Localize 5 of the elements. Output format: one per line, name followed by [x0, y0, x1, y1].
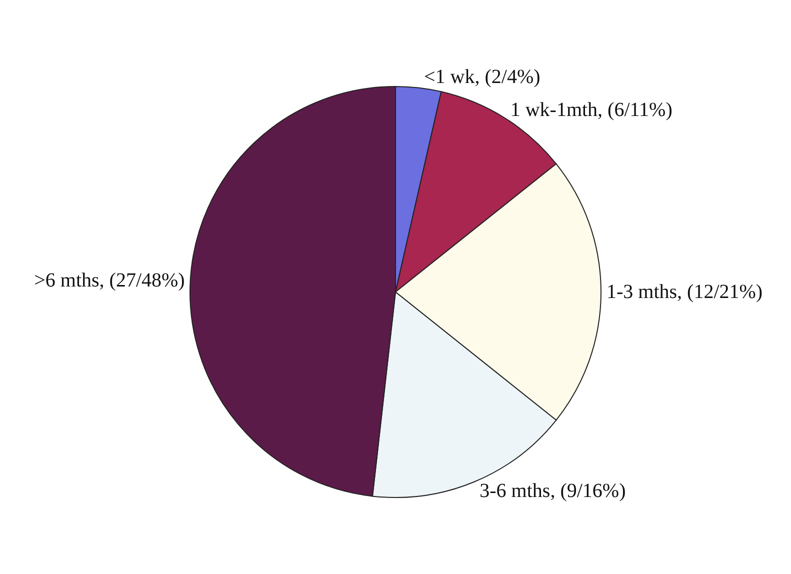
slice-label: 1 wk-1mth, (6/11%)	[510, 99, 672, 122]
slice-label: 3-6 mths, (9/16%)	[480, 480, 626, 502]
slice-label: 1-3 mths, (12/21%)	[606, 281, 763, 303]
slice-label: <1 wk, (2/4%)	[424, 66, 540, 88]
slice-label: >6 mths, (27/48%)	[34, 269, 185, 292]
